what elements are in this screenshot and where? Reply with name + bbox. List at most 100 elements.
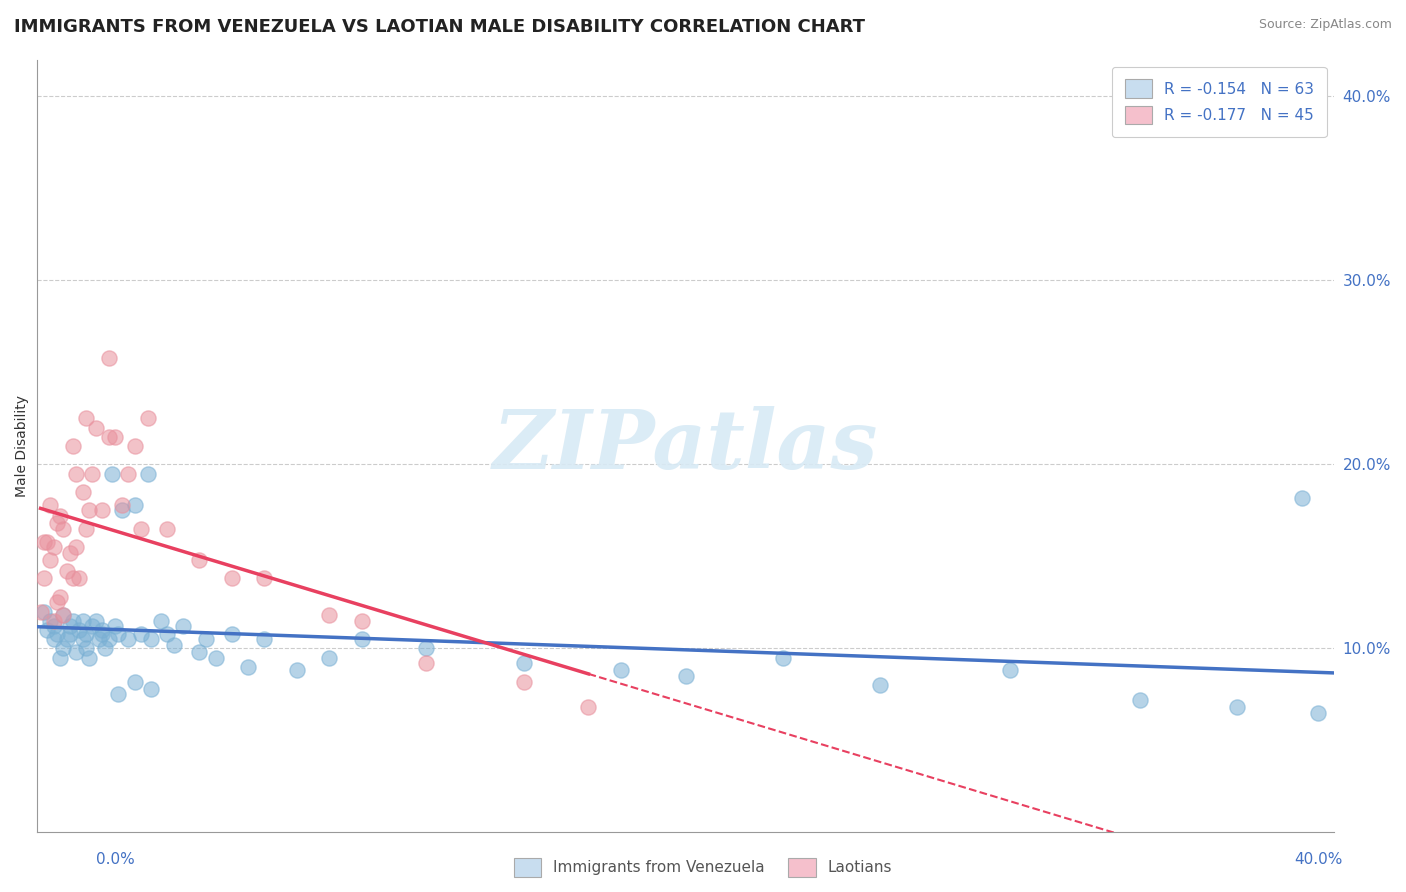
Point [772,650,794,665]
Point [129,522,152,536]
Text: Source: ZipAtlas.com: Source: ZipAtlas.com [1258,18,1392,31]
Point [49,650,72,665]
Point [188,645,211,659]
Point [62,572,84,586]
Point [512,674,534,689]
Point [72,614,94,628]
Point [91,626,114,640]
Point [65,467,87,481]
Point [75,522,97,536]
Point [75,641,97,656]
Legend: R = -0.154   N = 63, R = -0.177   N = 45: R = -0.154 N = 63, R = -0.177 N = 45 [1112,67,1326,136]
Point [39,614,62,628]
Point [136,411,159,425]
Point [221,572,243,586]
Point [52,641,75,656]
Point [253,632,276,647]
Point [32,534,55,549]
Point [149,614,172,628]
Point [55,632,77,647]
Point [285,664,308,678]
Y-axis label: Male Disability: Male Disability [15,395,30,497]
Point [84,420,107,434]
Point [97,632,120,647]
Point [204,650,226,665]
Point [104,430,127,444]
Point [97,430,120,444]
Point [65,645,87,659]
Point [69,623,91,637]
Point [49,590,72,604]
Point [84,614,107,628]
Point [72,485,94,500]
Point [91,623,114,637]
Point [318,608,340,623]
Point [30,605,52,619]
Point [675,669,697,683]
Point [77,503,100,517]
Point [1129,693,1152,707]
Point [512,656,534,670]
Point [415,656,437,670]
Point [350,632,373,647]
Point [49,508,72,523]
Point [52,522,75,536]
Point [77,650,100,665]
Point [32,605,55,619]
Point [42,619,65,633]
Point [39,553,62,567]
Point [101,467,124,481]
Point [62,439,84,453]
Point [42,614,65,628]
Point [32,572,55,586]
Text: 0.0%: 0.0% [96,852,135,867]
Point [75,626,97,640]
Point [156,522,179,536]
Text: 40.0%: 40.0% [1295,852,1343,867]
Point [998,664,1021,678]
Point [1291,491,1313,505]
Point [59,626,82,640]
Point [124,674,146,689]
Point [52,608,75,623]
Point [350,614,373,628]
Point [42,632,65,647]
Point [62,614,84,628]
Point [236,660,259,674]
Point [1306,706,1329,720]
Point [188,553,211,567]
Point [124,498,146,512]
Point [72,632,94,647]
Point [91,503,114,517]
Point [124,439,146,453]
Point [318,650,340,665]
Point [45,516,67,531]
Point [45,626,67,640]
Point [172,619,194,633]
Point [129,626,152,640]
Point [39,498,62,512]
Point [87,632,110,647]
Point [156,626,179,640]
Point [82,467,104,481]
Point [415,641,437,656]
Point [82,619,104,633]
Point [610,664,633,678]
Point [578,700,600,714]
Point [1226,700,1249,714]
Point [97,351,120,365]
Point [136,467,159,481]
Point [194,632,217,647]
Point [94,641,117,656]
Legend: Immigrants from Venezuela, Laotians: Immigrants from Venezuela, Laotians [506,850,900,884]
Point [45,595,67,609]
Point [52,608,75,623]
Point [869,678,891,692]
Point [139,632,162,647]
Point [69,572,91,586]
Point [59,619,82,633]
Point [117,467,139,481]
Point [59,546,82,560]
Point [162,638,184,652]
Point [139,681,162,696]
